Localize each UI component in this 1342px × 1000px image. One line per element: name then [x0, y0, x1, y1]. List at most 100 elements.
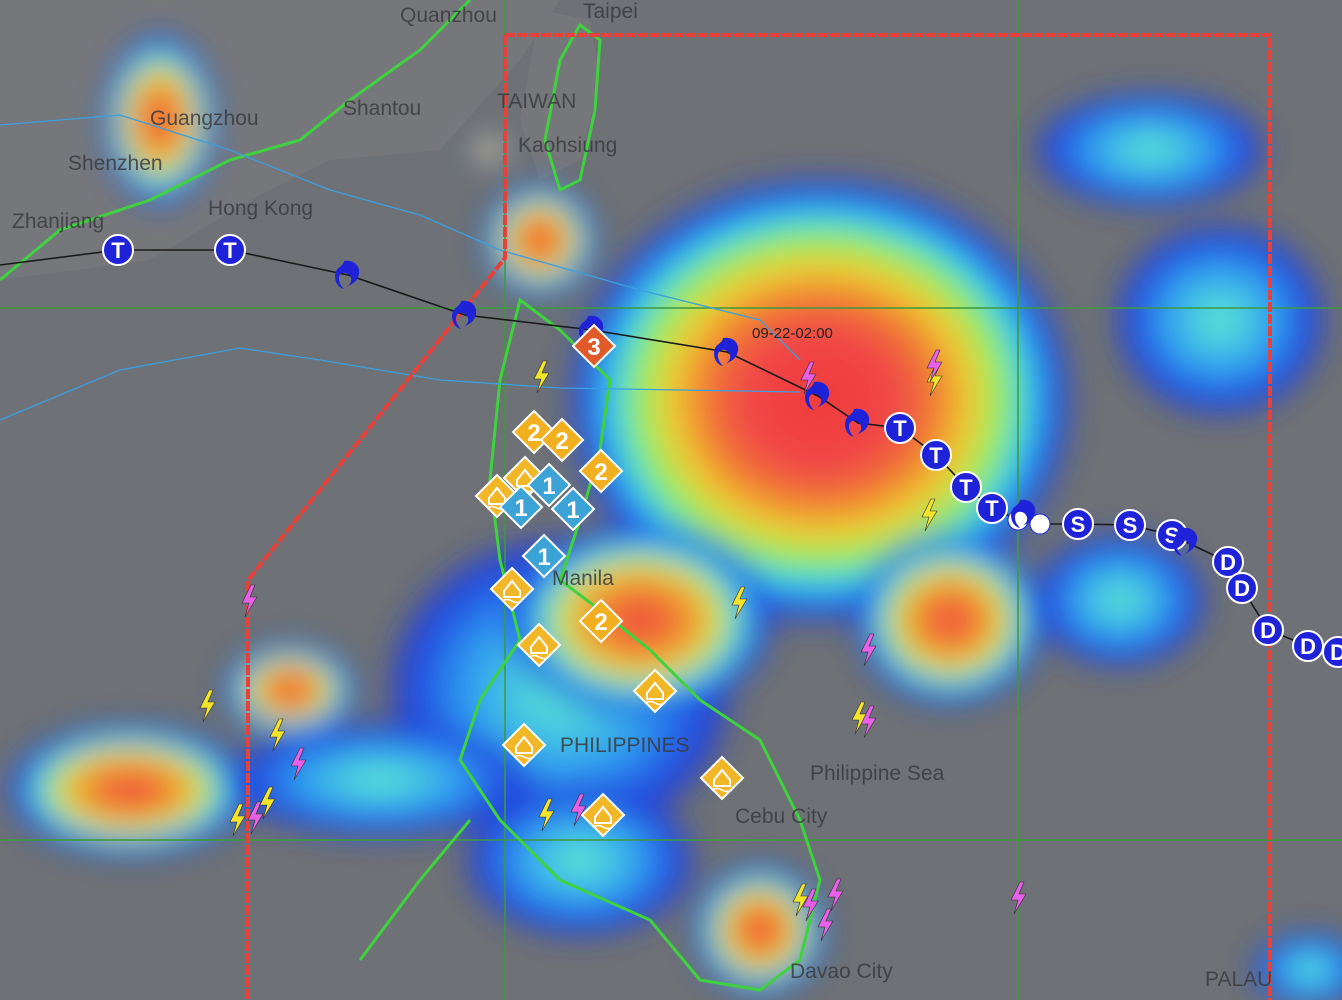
lightning-icon [259, 786, 276, 820]
track-marker-S[interactable]: S [1156, 519, 1188, 551]
track-marker-S[interactable]: S [1114, 509, 1146, 541]
lightning-icon [827, 878, 844, 912]
place-label: PALAU [1205, 968, 1272, 991]
svg-text:S: S [1071, 512, 1086, 537]
place-label: Quanzhou [400, 4, 497, 27]
svg-text:T: T [929, 443, 943, 468]
track-marker-D[interactable]: D [1226, 572, 1258, 604]
track-marker-T[interactable]: T [950, 471, 982, 503]
flood-warning-icon[interactable] [580, 792, 626, 838]
cloud-cell [1110, 220, 1330, 420]
warning-level-2[interactable]: 2 [578, 598, 624, 644]
svg-text:2: 2 [527, 420, 540, 447]
warning-level-1[interactable]: 1 [550, 486, 596, 532]
place-label: Shantou [343, 97, 421, 120]
cyclone-icon [452, 300, 477, 329]
track-marker-T[interactable]: T [920, 439, 952, 471]
track-marker-cyclone[interactable] [335, 260, 360, 289]
cloud-cell [480, 180, 600, 300]
cloud-cell [850, 530, 1050, 710]
place-label: Zhanjiang [12, 210, 104, 233]
svg-text:2: 2 [594, 609, 607, 636]
svg-text:1: 1 [542, 473, 555, 500]
svg-text:2: 2 [594, 459, 607, 486]
svg-text:1: 1 [566, 497, 579, 524]
svg-text:T: T [223, 238, 237, 263]
cloud-cell [460, 780, 700, 940]
warning-level-1[interactable]: 1 [526, 462, 572, 508]
track-marker-cyclone[interactable] [714, 337, 739, 366]
track-marker-D[interactable]: D [1212, 546, 1244, 578]
track-marker-cyclone[interactable] [1173, 527, 1198, 556]
place-label: Taipei [583, 0, 638, 23]
track-marker-S[interactable]: S [1062, 508, 1094, 540]
cloud-cell [220, 640, 360, 740]
lightning-icon [792, 883, 809, 917]
place-label: Philippine Sea [810, 762, 945, 785]
svg-text:T: T [111, 238, 125, 263]
svg-text:3: 3 [587, 334, 600, 361]
warning-level-1[interactable]: 1 [521, 533, 567, 579]
place-label: Shenzhen [68, 152, 163, 175]
cyclone-icon [335, 260, 360, 289]
svg-text:1: 1 [537, 544, 550, 571]
track-marker-D[interactable]: D [1292, 630, 1324, 662]
lightning-icon [290, 747, 307, 781]
lightning-icon [199, 689, 216, 723]
place-label: Manila [552, 567, 614, 590]
cloud-cell [470, 135, 510, 165]
warning-level-2[interactable]: 2 [539, 417, 585, 463]
svg-text:1: 1 [514, 495, 527, 522]
track-marker-T[interactable]: T [884, 412, 916, 444]
lightning-icon [817, 908, 834, 942]
lightning-icon [802, 888, 819, 922]
svg-text:D: D [1234, 576, 1250, 601]
cloud-cell [1030, 90, 1270, 210]
place-label: PHILIPPINES [560, 734, 690, 757]
svg-text:S: S [1123, 513, 1138, 538]
lightning-icon [570, 793, 587, 827]
place-label: Guangzhou [150, 107, 259, 130]
cyclone-icon [1011, 499, 1036, 528]
place-label: Davao City [790, 960, 893, 983]
svg-text:D: D [1330, 640, 1342, 665]
lightning-icon [800, 361, 817, 395]
track-marker-T[interactable]: T [102, 234, 134, 266]
warning-level-1[interactable]: 1 [498, 484, 544, 530]
track-marker-cyclone[interactable] [1011, 499, 1036, 528]
track-marker-T[interactable]: T [976, 492, 1008, 524]
place-label: Kaohsiung [518, 134, 617, 157]
svg-text:D: D [1300, 634, 1316, 659]
warning-level-3[interactable]: 3 [571, 323, 617, 369]
lightning-icon [860, 705, 877, 739]
track-marker-T[interactable]: T [214, 234, 246, 266]
svg-text:T: T [959, 475, 973, 500]
track-marker-cyclone[interactable] [805, 381, 830, 410]
lightning-icon [229, 803, 246, 837]
flood-warning-icon[interactable] [632, 668, 678, 714]
svg-text:D: D [1260, 618, 1276, 643]
track-marker-D[interactable]: D [1322, 636, 1342, 668]
flood-warning-icon[interactable] [489, 566, 535, 612]
flood-warning-icon[interactable] [699, 755, 745, 801]
lightning-icon [860, 633, 877, 667]
svg-text:D: D [1220, 550, 1236, 575]
warning-level-2[interactable]: 2 [578, 448, 624, 494]
cloud-cell [1030, 530, 1210, 670]
lightning-icon [533, 360, 550, 394]
track-marker-D[interactable]: D [1252, 614, 1284, 646]
place-label: Cebu City [735, 805, 828, 828]
timestamp-label: 09-22-02:00 [752, 325, 833, 342]
track-marker-dot[interactable] [1029, 513, 1051, 535]
track-marker-cyclone[interactable] [452, 300, 477, 329]
flood-warning-icon[interactable] [501, 722, 547, 768]
track-marker-cyclone[interactable] [845, 408, 870, 437]
flood-warning-icon[interactable] [516, 622, 562, 668]
svg-text:T: T [985, 496, 999, 521]
lightning-icon [926, 349, 943, 383]
svg-text:2: 2 [555, 428, 568, 455]
lightning-icon [269, 718, 286, 752]
